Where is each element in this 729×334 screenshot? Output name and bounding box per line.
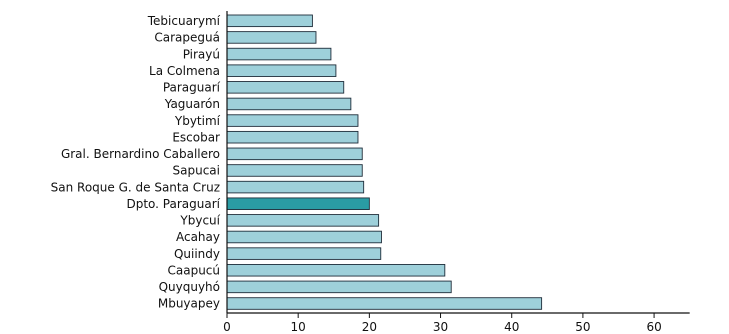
category-label-4: Paraguarí [163,81,221,95]
bar-7 [226,130,359,144]
bar-1 [226,31,317,44]
bar-5 [226,97,352,111]
bar-8 [226,147,363,161]
category-label-12: Ybycuí [179,214,220,228]
category-label-13: Acahay [176,230,220,244]
bar-13 [226,230,382,244]
category-label-1: Carapeguá [154,31,220,45]
x-tick-label-4: 40 [504,320,519,334]
category-label-9: Sapucai [173,164,220,178]
category-label-2: Pirayú [183,47,220,61]
bar-9 [226,164,363,177]
category-label-14: Quiindy [174,247,220,261]
category-label-10: San Roque G. de Santa Cruz [51,180,220,194]
category-label-0: Tebicuarymí [147,14,221,28]
bar-2 [226,47,332,61]
bar-10 [226,180,365,194]
x-tick-label-5: 50 [575,320,590,334]
category-labels: Tebicuarymí Carapeguá Pirayú La Colmena Para… [51,14,221,311]
category-label-8: Gral. Bernardino Caballero [61,147,220,161]
bar-16 [226,280,452,294]
bar-17 [226,297,543,310]
category-label-17: Mbuyapey [158,297,220,311]
x-tick-label-6: 60 [646,320,661,334]
x-tick-label-3: 30 [433,320,448,334]
x-tick-label-2: 20 [362,320,377,334]
category-label-7: Escobar [172,130,220,144]
bar-14 [226,247,382,260]
x-axis-ticks: 0 10 20 30 40 50 60 [223,313,662,334]
category-label-6: Ybytimí [174,114,221,128]
bar-3 [226,64,337,77]
x-tick-label-1: 10 [291,320,306,334]
x-tick-label-0: 0 [223,320,231,334]
category-label-15: Caapucú [167,263,220,277]
bars-group [226,14,543,310]
category-label-11: Dpto. Paraguarí [126,197,220,211]
bar-12 [226,214,380,227]
bar-0 [226,14,313,28]
bar-6 [226,114,359,127]
category-label-16: Quyquyhó [159,280,220,294]
bar-15 [226,264,446,277]
bar-4 [226,81,345,94]
bar-11 [226,197,370,210]
category-label-5: Yaguarón [164,97,220,111]
category-label-3: La Colmena [149,64,220,78]
